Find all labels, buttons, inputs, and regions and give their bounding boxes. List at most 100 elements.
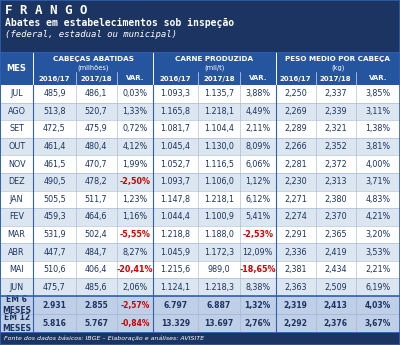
Text: 1,23%: 1,23%: [122, 195, 148, 204]
Text: Fonte dos dados básicos: IBGE – Elaboração e análises: AVISITE: Fonte dos dados básicos: IBGE – Elaboraç…: [4, 336, 204, 341]
Text: 1.104,4: 1.104,4: [204, 125, 234, 134]
Text: 472,5: 472,5: [43, 125, 66, 134]
Text: 2,06%: 2,06%: [122, 283, 148, 292]
Text: AGO: AGO: [8, 107, 26, 116]
Text: 2,292: 2,292: [284, 318, 308, 327]
Text: 2,321: 2,321: [324, 125, 347, 134]
Text: 2,372: 2,372: [324, 160, 347, 169]
Text: 2,370: 2,370: [324, 213, 347, 221]
Text: 3,81%: 3,81%: [365, 142, 390, 151]
Text: 1.045,4: 1.045,4: [160, 142, 190, 151]
Text: 2,230: 2,230: [284, 177, 307, 186]
Text: 3,11%: 3,11%: [365, 107, 390, 116]
Bar: [0, 138, 400, 155]
Text: 1.045,9: 1.045,9: [160, 248, 191, 257]
Text: 2016/17: 2016/17: [280, 76, 311, 81]
Text: 2,376: 2,376: [324, 318, 348, 327]
Text: 2,274: 2,274: [284, 213, 307, 221]
Text: 2,281: 2,281: [284, 160, 307, 169]
Text: 6,12%: 6,12%: [245, 195, 270, 204]
Bar: [0, 52, 400, 332]
Text: 3,67%: 3,67%: [364, 318, 391, 327]
Text: 485,6: 485,6: [85, 283, 107, 292]
Bar: [0, 296, 400, 314]
Text: 4,49%: 4,49%: [245, 107, 270, 116]
Text: 2.931: 2.931: [42, 300, 66, 309]
Text: 2,336: 2,336: [284, 248, 307, 257]
Text: SET: SET: [9, 125, 24, 134]
Text: MAR: MAR: [8, 230, 26, 239]
Text: 2,509: 2,509: [324, 283, 347, 292]
Text: Abates em estabelecimentos sob inspeção: Abates em estabelecimentos sob inspeção: [5, 18, 234, 28]
Text: 2,365: 2,365: [324, 230, 347, 239]
Text: 464,6: 464,6: [85, 213, 107, 221]
Text: 461,5: 461,5: [43, 160, 66, 169]
Text: 480,4: 480,4: [85, 142, 107, 151]
Text: 5.816: 5.816: [42, 318, 66, 327]
Text: -2,50%: -2,50%: [120, 177, 150, 186]
Text: 510,6: 510,6: [43, 265, 66, 274]
Bar: [0, 332, 400, 345]
Text: MES: MES: [7, 64, 27, 73]
Text: 4,83%: 4,83%: [365, 195, 390, 204]
Text: 470,7: 470,7: [85, 160, 108, 169]
Text: 1,99%: 1,99%: [122, 160, 148, 169]
Text: 1.124,1: 1.124,1: [160, 283, 190, 292]
Text: 8,27%: 8,27%: [122, 248, 148, 257]
Text: 1,33%: 1,33%: [122, 107, 148, 116]
Text: 5.767: 5.767: [84, 318, 108, 327]
Text: VAR.: VAR.: [368, 76, 387, 81]
Text: 2,269: 2,269: [284, 107, 307, 116]
Bar: [0, 261, 400, 278]
Bar: [0, 208, 400, 226]
Text: PESO MEDIO POR CABEÇA: PESO MEDIO POR CABEÇA: [285, 56, 390, 62]
Text: 447,7: 447,7: [43, 248, 66, 257]
Text: 1.130,0: 1.130,0: [204, 142, 234, 151]
Text: 520,7: 520,7: [85, 107, 108, 116]
Text: VAR.: VAR.: [248, 76, 267, 81]
Text: 4,21%: 4,21%: [365, 213, 390, 221]
Bar: [0, 155, 400, 173]
Text: 1.093,7: 1.093,7: [160, 177, 191, 186]
Text: 485,9: 485,9: [43, 89, 66, 98]
Text: 1,12%: 1,12%: [245, 177, 270, 186]
Text: 4,00%: 4,00%: [365, 160, 390, 169]
Text: 1.218,1: 1.218,1: [204, 195, 234, 204]
Text: 13.697: 13.697: [204, 318, 234, 327]
Text: (kg): (kg): [331, 65, 344, 71]
Text: 2017/18: 2017/18: [320, 76, 351, 81]
Text: 6.887: 6.887: [207, 300, 231, 309]
Text: (federal, estadual ou municipal): (federal, estadual ou municipal): [5, 30, 177, 39]
Bar: [0, 190, 400, 208]
Text: 8,09%: 8,09%: [245, 142, 270, 151]
Text: 12,09%: 12,09%: [242, 248, 273, 257]
Text: ABR: ABR: [8, 248, 25, 257]
Text: DEZ: DEZ: [8, 177, 25, 186]
Text: 505,5: 505,5: [43, 195, 66, 204]
Text: NOV: NOV: [8, 160, 26, 169]
Text: 2,313: 2,313: [324, 177, 347, 186]
Text: CABEÇAS ABATIDAS: CABEÇAS ABATIDAS: [53, 56, 134, 62]
Text: 0,03%: 0,03%: [122, 89, 148, 98]
Text: 2,271: 2,271: [284, 195, 307, 204]
Text: 1,16%: 1,16%: [122, 213, 148, 221]
Text: 2,291: 2,291: [284, 230, 307, 239]
Text: 5,41%: 5,41%: [245, 213, 270, 221]
Bar: [0, 0, 400, 52]
Text: 2,76%: 2,76%: [244, 318, 271, 327]
Text: 1.188,0: 1.188,0: [204, 230, 234, 239]
Text: JUN: JUN: [10, 283, 24, 292]
Text: 2,250: 2,250: [284, 89, 307, 98]
Text: 475,9: 475,9: [85, 125, 108, 134]
Text: 6,06%: 6,06%: [245, 160, 270, 169]
Text: 2,289: 2,289: [284, 125, 307, 134]
Text: 3,20%: 3,20%: [365, 230, 390, 239]
Text: 1.215,6: 1.215,6: [160, 265, 191, 274]
Text: 2,11%: 2,11%: [245, 125, 270, 134]
Text: 1.218,1: 1.218,1: [204, 107, 234, 116]
Text: 0,72%: 0,72%: [122, 125, 148, 134]
Text: CARNE PRODUZIDA: CARNE PRODUZIDA: [175, 56, 254, 62]
Text: -5,55%: -5,55%: [120, 230, 150, 239]
Text: 1.218,3: 1.218,3: [204, 283, 234, 292]
Text: 3,53%: 3,53%: [365, 248, 390, 257]
